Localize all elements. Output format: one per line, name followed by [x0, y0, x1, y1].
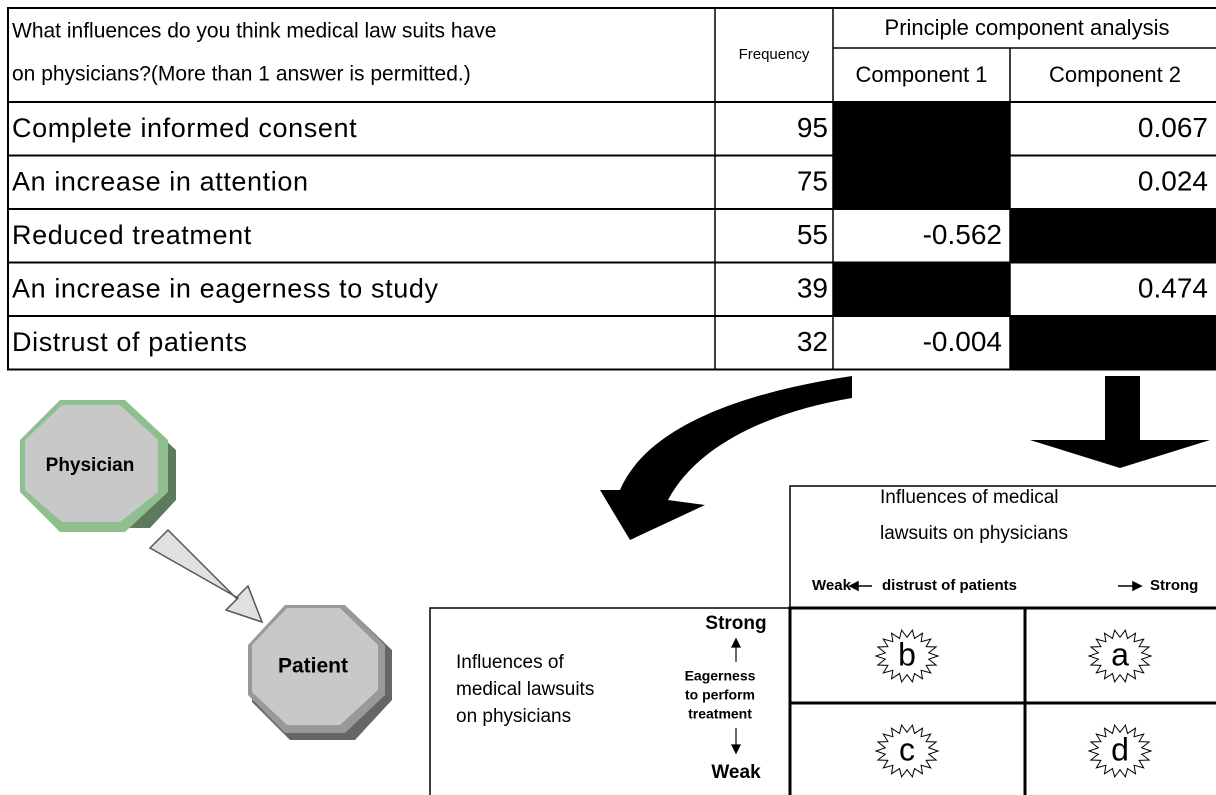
- x-axis-label: distrust of patients: [882, 577, 1017, 594]
- loading: 0.474: [1138, 273, 1208, 304]
- y-axis-label: treatment: [688, 706, 752, 722]
- y-axis-high: Strong: [705, 613, 766, 634]
- page: Physician Patient Influences of medical …: [0, 0, 1216, 795]
- loading: 0.067: [1138, 112, 1208, 143]
- node-label: Physician: [46, 455, 135, 476]
- side-title: medical lawsuits: [456, 679, 594, 700]
- loading: 0.709: [932, 166, 1002, 197]
- arrow-head: [732, 639, 740, 647]
- node-label: Patient: [278, 655, 348, 678]
- x-axis-low: Weak: [812, 577, 852, 594]
- loading: 0.836: [1138, 326, 1208, 357]
- row-label: An increase in attention: [12, 166, 309, 196]
- matrix-title: lawsuits on physicians: [880, 523, 1068, 544]
- curved-arrow: [600, 376, 852, 540]
- cell-label: b: [898, 636, 916, 672]
- component-header: Component 1: [855, 62, 987, 87]
- loading: 0.582: [932, 273, 1002, 304]
- frequency: 32: [797, 326, 828, 357]
- cell-label: c: [899, 731, 915, 767]
- row-label: Distrust of patients: [12, 327, 248, 357]
- y-axis-label: Eagerness: [685, 668, 756, 684]
- x-axis-high: Strong: [1150, 577, 1198, 594]
- cell-label: a: [1111, 636, 1129, 672]
- frequency-header: Frequency: [739, 46, 810, 63]
- arrow-head: [1133, 582, 1141, 590]
- arrow-head: [850, 582, 858, 590]
- loading: -0.004: [923, 326, 1002, 357]
- question: on physicians?(More than 1 answer is per…: [12, 63, 471, 86]
- row-label: An increase in eagerness to study: [12, 273, 439, 303]
- component-header: Component 2: [1049, 62, 1181, 87]
- loading: 0.024: [1138, 166, 1208, 197]
- matrix-title: Influences of medical: [880, 487, 1059, 508]
- side-title: on physicians: [456, 706, 571, 727]
- frequency: 55: [797, 219, 828, 250]
- question: What influences do you think medical law…: [12, 20, 496, 43]
- loading: 0.669: [932, 112, 1002, 143]
- diagram: Physician Patient Influences of medical …: [0, 0, 1216, 795]
- frequency: 95: [797, 112, 828, 143]
- row-label: Complete informed consent: [12, 113, 357, 143]
- loading: -0.562: [923, 219, 1002, 250]
- y-axis-low: Weak: [711, 762, 761, 783]
- frequency: 75: [797, 166, 828, 197]
- row-label: Reduced treatment: [12, 220, 252, 250]
- y-axis-label: to perform: [685, 687, 755, 703]
- cell-label: d: [1111, 731, 1129, 767]
- loading: 0.597: [1138, 219, 1208, 250]
- frequency: 39: [797, 273, 828, 304]
- side-title: Influences of: [456, 652, 564, 673]
- arrow-head: [732, 745, 740, 753]
- block-arrow: [150, 530, 262, 622]
- analysis-header: Principle component analysis: [885, 15, 1170, 40]
- down-arrow: [1030, 376, 1210, 468]
